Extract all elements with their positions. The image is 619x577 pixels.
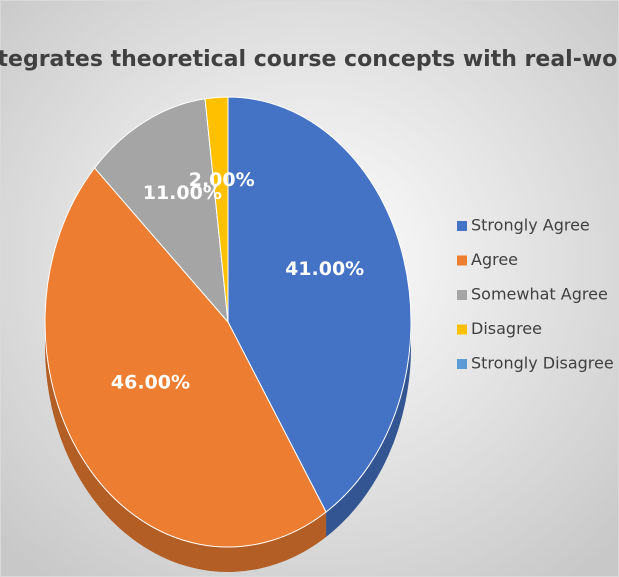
legend-label: Strongly Disagree [471, 354, 614, 373]
legend-label: Somewhat Agree [471, 285, 608, 304]
slice [93, 98, 229, 324]
data-label: 11.00% [143, 182, 222, 204]
data-labels: 41.00% 46.00% 11.00%2.00% [111, 169, 364, 393]
legend-label: Agree [471, 250, 518, 269]
legend-swatch [457, 255, 467, 266]
data-label: 2.00% [189, 169, 255, 191]
slice-side [44, 322, 327, 572]
legend-swatch [457, 324, 467, 335]
legend-swatch [457, 221, 467, 231]
legend: Strongly Agree Agree Somewhat Agree Disagre… [457, 216, 614, 373]
legend-label: Disagree [471, 319, 542, 338]
slice [44, 167, 327, 548]
data-label: 46.00% [111, 371, 190, 393]
chart-title: integrates theoretical course concepts w… [0, 47, 619, 72]
legend-label: Strongly Agree [471, 216, 590, 235]
legend-swatch [457, 359, 467, 369]
pie [44, 96, 412, 572]
slice-side [326, 322, 411, 537]
slice [204, 96, 229, 323]
slice [227, 96, 412, 513]
legend-swatch [457, 290, 467, 300]
data-label: 41.00% [285, 258, 364, 280]
